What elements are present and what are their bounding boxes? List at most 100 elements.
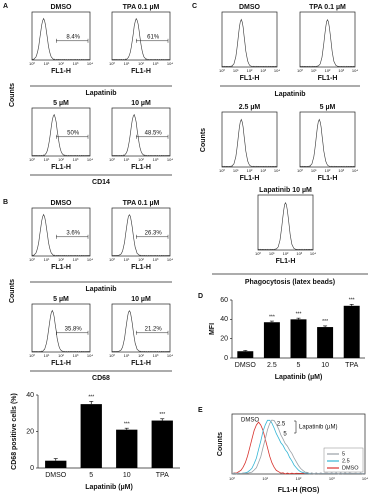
x-tick-label: 10	[123, 472, 131, 479]
x-tick-label: 10⁰	[229, 476, 235, 481]
significance: ***	[349, 298, 355, 304]
histogram-tick: 10⁴	[87, 157, 93, 162]
bar	[343, 305, 360, 358]
histogram-tick: 10⁴	[274, 168, 280, 173]
significance: ***	[296, 312, 302, 318]
histogram-tick: 10⁴	[167, 257, 173, 262]
histogram-tick: 10¹	[311, 168, 317, 173]
histogram-title: 10 µM	[131, 100, 151, 107]
histogram-tick: 10⁴	[310, 251, 316, 256]
histogram-tick: 10¹	[233, 168, 239, 173]
y-axis-label: Counts	[9, 279, 16, 303]
significance: ***	[124, 422, 130, 428]
y-tick-label: 20	[26, 428, 34, 435]
histogram-tick: 10¹	[44, 257, 50, 262]
histogram-tick: 10⁰	[219, 68, 225, 73]
bar	[237, 351, 254, 358]
panel-label: E	[198, 407, 203, 414]
plot-frame	[231, 413, 366, 475]
histogram-tick: 10³	[296, 251, 302, 256]
histogram-tick: 10⁴	[87, 61, 93, 66]
histogram-tick: 10⁴	[352, 168, 358, 173]
histogram-axis-label: FL1-H	[51, 360, 71, 367]
x-tick-label: TPA	[156, 472, 169, 479]
gate-percent: 50%	[67, 130, 80, 136]
bar	[45, 460, 67, 468]
x-axis-label: Lapatinib (µM)	[85, 484, 133, 491]
histogram-title: DMSO	[239, 4, 261, 11]
y-tick-label: 40	[220, 316, 228, 323]
histogram-tick: 10²	[247, 168, 253, 173]
histogram-tick: 10⁴	[167, 353, 173, 358]
histogram-tick: 10⁰	[297, 68, 303, 73]
histogram-title: 5 µM	[53, 296, 69, 303]
y-tick-label: 0	[30, 465, 34, 472]
x-axis-label: CD68	[92, 375, 110, 382]
histogram-tick: 10³	[153, 353, 159, 358]
panel-label: C	[192, 3, 197, 10]
histogram-tick: 10³	[73, 157, 79, 162]
histogram-tick: 10³	[338, 168, 344, 173]
histogram-frame	[111, 303, 171, 353]
histogram-axis-label: FL1-H	[131, 360, 151, 367]
histogram-tick: 10¹	[124, 61, 130, 66]
gate-percent: 26.3%	[145, 230, 163, 236]
histogram-axis-label: FL1-H	[51, 68, 71, 75]
x-tick-label: 10	[321, 362, 329, 369]
histogram-tick: 10³	[73, 353, 79, 358]
histogram-curve	[31, 213, 91, 257]
histogram-title: Lapatinib 10 µM	[259, 187, 312, 194]
x-tick-label: DMSO	[45, 472, 67, 479]
bar	[317, 327, 334, 358]
bar	[116, 429, 138, 468]
histogram-curve	[31, 113, 91, 157]
histogram-tick: 10⁰	[29, 157, 35, 162]
gate-percent: 8.4%	[66, 34, 80, 40]
histogram-tick: 10²	[58, 61, 64, 66]
histogram-frame	[31, 207, 91, 257]
histogram-frame	[257, 194, 314, 251]
histogram-tick: 10¹	[233, 68, 239, 73]
treatment-label: Lapatinib	[85, 90, 116, 97]
bar	[80, 404, 102, 468]
histogram-tick: 10⁰	[109, 61, 115, 66]
y-axis-label: Counts	[9, 83, 16, 107]
histogram-curve	[221, 18, 278, 68]
x-tick-label: 10¹	[262, 476, 268, 481]
curve-label: 2.5	[277, 422, 286, 428]
histogram-tick: 10²	[58, 353, 64, 358]
histogram-tick: 10³	[260, 168, 266, 173]
significance: ***	[269, 314, 275, 320]
histogram-title: 10 µM	[131, 296, 151, 303]
histogram-frame	[299, 11, 356, 68]
histogram-tick: 10⁴	[167, 157, 173, 162]
histogram-tick: 10¹	[44, 353, 50, 358]
histogram-frame	[111, 107, 171, 157]
y-axis-label: MFI	[209, 323, 216, 335]
y-tick-label: 0	[224, 355, 228, 362]
histogram-curve	[111, 310, 171, 353]
histogram-frame	[31, 303, 91, 353]
significance: ***	[159, 412, 165, 418]
histogram-curve	[299, 18, 356, 68]
histogram-tick: 10²	[325, 68, 331, 73]
histogram-axis-label: FL1-H	[240, 75, 260, 82]
significance: ***	[322, 319, 328, 325]
curve-label: DMSO	[241, 418, 259, 424]
histogram-title: TPA 0.1 µM	[123, 4, 160, 11]
y-tick-label: 40	[26, 392, 34, 399]
histogram-axis-label: FL1-H	[131, 164, 151, 171]
x-tick-label: 2.5	[267, 362, 277, 369]
histogram-tick: 10³	[153, 257, 159, 262]
gate-percent: 21.2%	[145, 326, 163, 332]
x-tick-label: 10²	[296, 476, 302, 481]
x-tick-label: 5	[89, 472, 93, 479]
histogram-tick: 10¹	[44, 61, 50, 66]
histogram-tick: 10⁴	[274, 68, 280, 73]
histogram-title: DMSO	[51, 4, 73, 11]
y-tick-label: 20	[220, 336, 228, 343]
histogram-tick: 10⁴	[352, 68, 358, 73]
histogram-frame	[31, 107, 91, 157]
curve-label: 5	[283, 432, 287, 438]
histogram-title: 2.5 µM	[239, 104, 261, 111]
